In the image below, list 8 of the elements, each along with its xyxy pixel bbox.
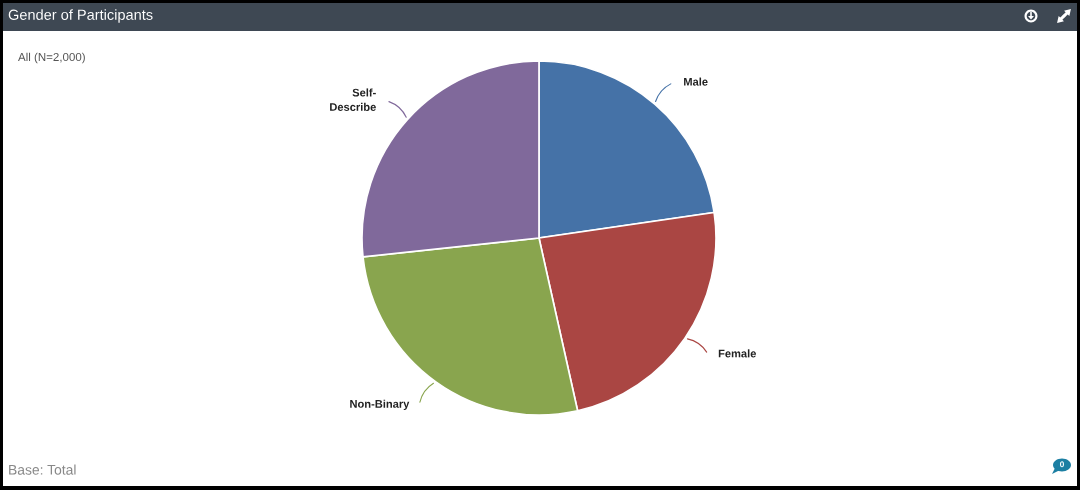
slice-label: Female: [718, 349, 756, 358]
slice-label: Self- Describe: [330, 88, 376, 111]
slice-label: Non-Binary: [350, 399, 410, 411]
text: Base: Total: [9, 464, 76, 475]
slice-label: Male: [684, 77, 708, 86]
text: Gender of Participants: [8, 9, 153, 23]
text: 0: [1060, 461, 1064, 468]
text: All (N=2,000): [18, 52, 85, 64]
